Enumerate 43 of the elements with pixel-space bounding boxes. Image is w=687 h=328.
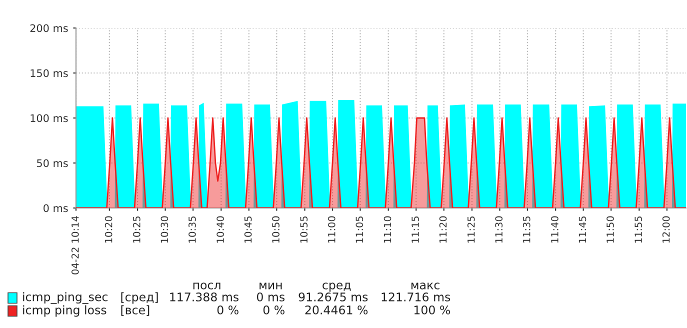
x-tick-label: 11:55 [634, 216, 642, 243]
x-tick-label: 11:45 [578, 216, 586, 243]
x-tick-label: 11:35 [522, 216, 530, 243]
legend-label: icmp ping loss [23, 305, 106, 317]
y-tick-label: 200 ms [30, 24, 68, 32]
x-tick-label: 11:15 [412, 216, 419, 243]
text: макс [411, 282, 440, 290]
text: посл [193, 282, 220, 290]
y-tick-label: 50 ms [37, 159, 68, 168]
x-tick-label: 12:00 [662, 216, 670, 243]
text: 0 % [263, 305, 284, 314]
text: сред [322, 282, 351, 292]
x-tick-label: 10:35 [188, 216, 196, 243]
y-tick-label: 100 ms [30, 114, 68, 122]
text: [сред] [121, 292, 158, 304]
text: [все] [121, 305, 150, 316]
x-tick-label: 10:55 [300, 216, 308, 243]
x-tick-label: 11:30 [495, 216, 503, 243]
x-tick-label: 11:40 [551, 216, 558, 243]
text: 91.2675 ms [298, 292, 368, 302]
text: 0 % [217, 305, 238, 314]
x-tick-label: 11:50 [606, 216, 614, 243]
x-tick-label: 11:05 [356, 216, 364, 243]
x-tick-label: 11:25 [467, 216, 475, 243]
x-tick-label: 10:50 [272, 216, 280, 243]
text: 117.388 ms [170, 292, 238, 302]
x-tick-label: 11:20 [439, 216, 447, 243]
text: мин [260, 282, 282, 290]
x-tick-label: 10:20 [104, 216, 112, 243]
text: 0 ms [256, 292, 285, 302]
x-tick-label: 04-22 10:14 [71, 216, 79, 274]
text: 100 % [414, 305, 450, 314]
x-tick-label: 10:30 [160, 216, 168, 243]
legend-label: icmp_ping_sec [23, 292, 108, 304]
x-tick-label: 10:40 [216, 216, 224, 243]
x-tick-label: 11:10 [384, 216, 392, 243]
x-tick-label: 10:25 [133, 216, 140, 243]
text: 121.716 ms [382, 292, 450, 302]
y-tick-label: 150 ms [30, 69, 68, 78]
x-tick-label: 10:45 [244, 216, 252, 243]
text: 20.4461 % [305, 305, 368, 314]
y-tick-label: 0 ms [44, 204, 68, 212]
x-tick-label: 11:00 [328, 216, 336, 243]
